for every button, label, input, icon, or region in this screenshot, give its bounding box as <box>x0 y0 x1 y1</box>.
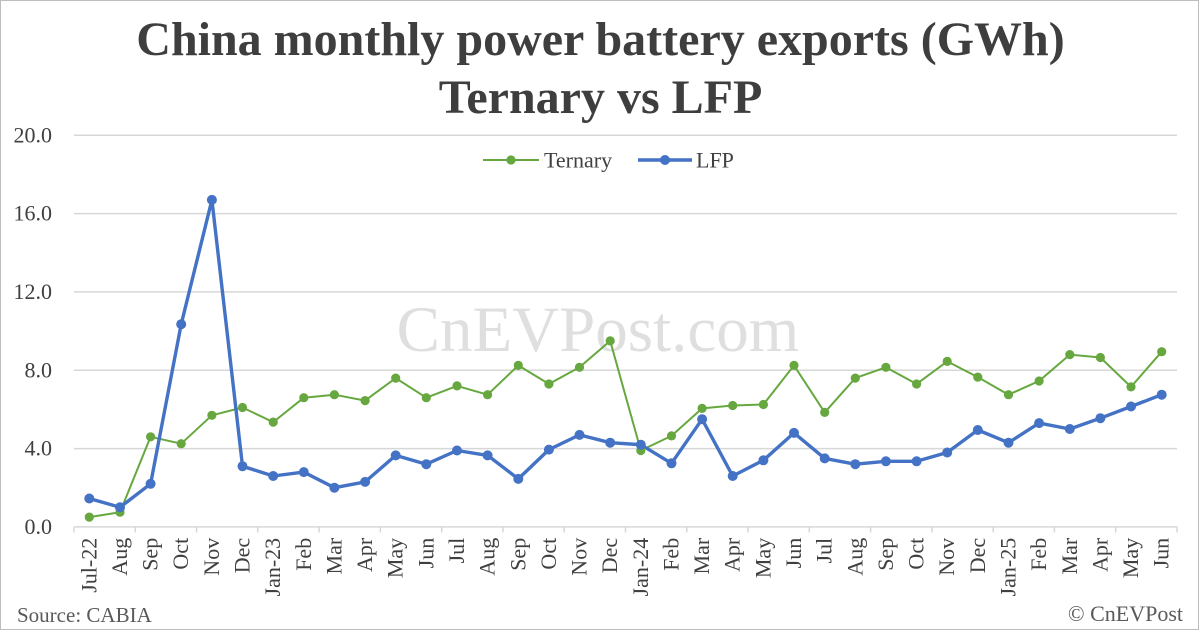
svg-text:Oct: Oct <box>536 538 561 570</box>
svg-text:Nov: Nov <box>199 538 224 576</box>
svg-text:Nov: Nov <box>934 538 959 576</box>
svg-text:Apr: Apr <box>1087 537 1112 572</box>
svg-text:LFP: LFP <box>696 148 734 173</box>
svg-text:Feb: Feb <box>659 538 684 571</box>
svg-text:CnEVPost.com: CnEVPost.com <box>397 294 800 366</box>
svg-text:Oct: Oct <box>904 538 929 570</box>
svg-text:Nov: Nov <box>567 538 592 576</box>
svg-text:Jul-22: Jul-22 <box>76 538 101 593</box>
svg-text:8.0: 8.0 <box>25 357 53 382</box>
svg-text:Source: CABIA: Source: CABIA <box>17 603 153 627</box>
svg-text:Dec: Dec <box>597 538 622 574</box>
svg-text:Aug: Aug <box>842 538 867 576</box>
svg-text:Jul: Jul <box>812 538 837 564</box>
svg-text:Jan-24: Jan-24 <box>628 538 653 597</box>
svg-text:May: May <box>383 538 408 578</box>
svg-text:4.0: 4.0 <box>25 436 53 461</box>
svg-text:Aug: Aug <box>475 538 500 576</box>
svg-text:Feb: Feb <box>291 538 316 571</box>
svg-text:20.0: 20.0 <box>14 122 53 147</box>
svg-text:May: May <box>750 538 775 578</box>
svg-text:Oct: Oct <box>168 538 193 570</box>
svg-text:Feb: Feb <box>1026 538 1051 571</box>
svg-text:Jan-23: Jan-23 <box>260 538 285 597</box>
svg-text:Sep: Sep <box>505 538 530 571</box>
svg-text:Dec: Dec <box>965 538 990 574</box>
svg-text:Jan-25: Jan-25 <box>996 538 1021 597</box>
svg-text:0.0: 0.0 <box>25 514 53 539</box>
svg-text:Jul: Jul <box>444 538 469 564</box>
svg-text:Sep: Sep <box>873 538 898 571</box>
svg-text:Jun: Jun <box>413 538 438 569</box>
svg-text:Apr: Apr <box>352 537 377 572</box>
svg-text:© CnEVPost: © CnEVPost <box>1068 601 1183 626</box>
svg-text:16.0: 16.0 <box>14 201 53 226</box>
svg-text:Jun: Jun <box>1149 538 1174 569</box>
svg-text:Aug: Aug <box>107 538 132 576</box>
svg-text:Mar: Mar <box>321 537 346 574</box>
svg-text:Sep: Sep <box>138 538 163 571</box>
svg-text:Apr: Apr <box>720 537 745 572</box>
svg-text:12.0: 12.0 <box>14 279 53 304</box>
svg-text:Mar: Mar <box>689 537 714 574</box>
svg-text:Mar: Mar <box>1057 537 1082 574</box>
svg-text:Ternary: Ternary <box>544 148 612 173</box>
svg-text:Jun: Jun <box>781 538 806 569</box>
svg-text:May: May <box>1118 538 1143 578</box>
svg-text:Dec: Dec <box>230 538 255 574</box>
